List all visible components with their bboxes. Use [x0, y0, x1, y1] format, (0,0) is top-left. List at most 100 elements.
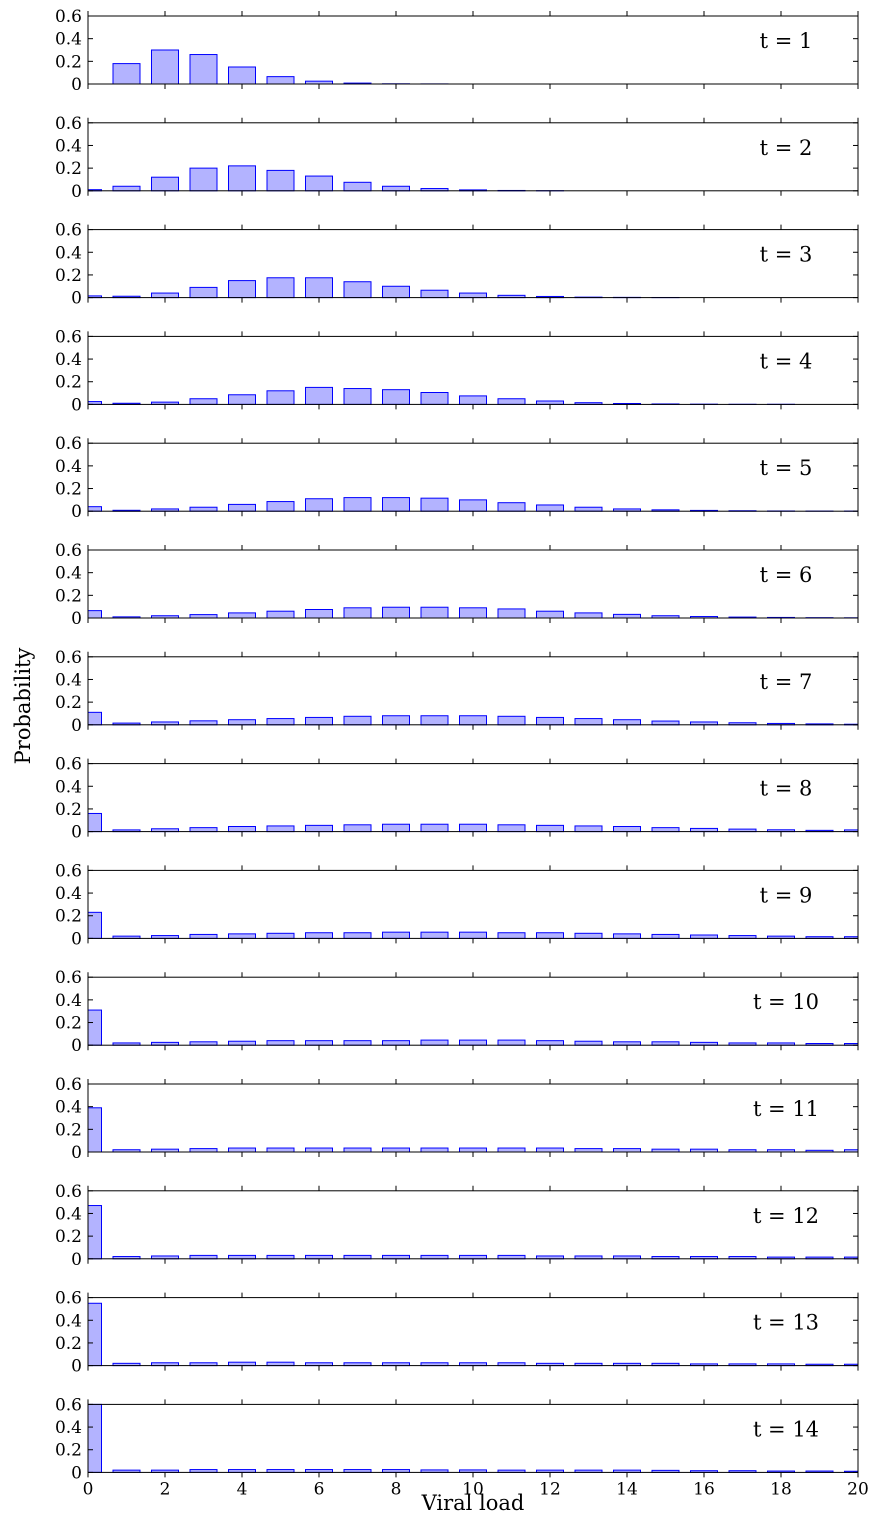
- bar: [613, 1041, 641, 1046]
- panel-frame: [87, 656, 859, 726]
- bar: [87, 711, 102, 726]
- bar: [574, 506, 603, 512]
- panel-frame: [87, 1403, 859, 1473]
- x-tick-label: 10: [462, 1479, 484, 1499]
- bar: [228, 503, 256, 512]
- y-tick-label: 0.4: [55, 136, 82, 156]
- bar: [420, 715, 449, 726]
- panel-8: 0 0.2 0.40.6 t = 8: [55, 755, 859, 843]
- bar: [228, 1147, 256, 1153]
- bar: [266, 76, 295, 85]
- y-tick-label: 0.4: [55, 1418, 82, 1438]
- bar: [613, 826, 641, 833]
- y-tick-label: 0.4: [55, 350, 82, 370]
- y-tick-label: 0.2: [55, 1227, 82, 1247]
- bar: [266, 1147, 295, 1153]
- x-axis-title: Viral load: [421, 1491, 525, 1515]
- y-tick-label: 0.4: [55, 1311, 82, 1331]
- x-tick-label: 12: [539, 1479, 561, 1499]
- bar: [613, 719, 641, 726]
- y-tick-label: 0.2: [55, 907, 82, 927]
- bar: [382, 285, 410, 299]
- y-tick-label: 0.2: [55, 52, 82, 72]
- x-tick-label: 14: [616, 1479, 638, 1499]
- y-tick-label: 0: [71, 289, 82, 309]
- bar: [536, 1147, 564, 1153]
- y-tick-label: 0: [71, 609, 82, 629]
- bar: [151, 176, 179, 192]
- bar: [459, 499, 487, 512]
- y-tick-label: 0.6: [55, 114, 82, 134]
- bar: [228, 66, 256, 85]
- bar: [228, 165, 256, 192]
- y-tick-label: 0: [71, 182, 82, 202]
- bar: [459, 292, 487, 299]
- bar: [497, 608, 526, 619]
- y-tick-label: 0.2: [55, 693, 82, 713]
- panel-frame: [87, 763, 859, 833]
- bar: [343, 824, 372, 833]
- bar: [189, 720, 218, 726]
- y-tick-label: 0.2: [55, 1334, 82, 1354]
- bar: [536, 932, 564, 939]
- bar: [112, 185, 141, 192]
- bar: [420, 931, 449, 939]
- bar: [343, 181, 372, 192]
- y-tick-label: 0.6: [55, 434, 82, 454]
- panel-label: t = 6: [760, 563, 813, 587]
- panel-label: t = 13: [753, 1311, 819, 1335]
- bar: [87, 1107, 102, 1153]
- bar: [497, 824, 526, 833]
- shared-x-axis: 0 2 4 6 8 10 12 14 16 18 20: [83, 1479, 869, 1499]
- panel-label: t = 2: [760, 136, 813, 160]
- y-tick-label: 0.2: [55, 586, 82, 606]
- y-tick-label: 0: [71, 823, 82, 843]
- bar: [343, 715, 372, 726]
- panel-1: 0 0.20.4 0.6 t = 1: [55, 7, 859, 95]
- bar: [497, 932, 526, 939]
- bar: [536, 610, 564, 619]
- panel-label: t = 8: [760, 777, 813, 801]
- bar: [651, 1041, 680, 1046]
- bar: [228, 394, 256, 405]
- y-tick-label: 0.6: [55, 1075, 82, 1095]
- bar: [382, 715, 410, 726]
- bar: [266, 932, 295, 939]
- x-tick-label: 6: [314, 1479, 325, 1499]
- panel-14: 00.2 0.4 0.6 t = 14: [55, 1395, 859, 1483]
- y-tick-label: 0: [71, 395, 82, 415]
- y-tick-label: 0.6: [55, 541, 82, 561]
- bar: [87, 1302, 102, 1367]
- bar: [382, 389, 410, 405]
- y-tick-label: 0.2: [55, 159, 82, 179]
- y-tick-label: 0.4: [55, 1098, 82, 1118]
- panel-10: 00.2 0.4 0.6 t = 10: [55, 968, 859, 1056]
- bar: [536, 716, 564, 726]
- bar: [382, 1147, 410, 1153]
- panel-11: 0 0.20.4 0.6 t = 11: [55, 1075, 859, 1163]
- y-tick-label: 0.4: [55, 30, 82, 50]
- bar: [497, 715, 526, 726]
- bar: [305, 175, 333, 192]
- bar: [420, 497, 449, 512]
- bar: [266, 1361, 295, 1367]
- y-tick-label: 0.4: [55, 670, 82, 690]
- bar: [189, 167, 218, 192]
- y-tick-label: 0: [71, 75, 82, 95]
- bar: [266, 1254, 295, 1260]
- y-tick-label: 0: [71, 1463, 82, 1483]
- bar: [189, 1148, 218, 1153]
- bar: [536, 1040, 564, 1046]
- panel-label: t = 5: [760, 456, 813, 480]
- bar: [87, 812, 102, 833]
- bar: [382, 185, 410, 192]
- bar: [420, 606, 449, 619]
- bar: [305, 386, 333, 405]
- bar: [343, 932, 372, 939]
- bar: [305, 932, 333, 939]
- bar: [690, 934, 718, 939]
- bar: [420, 392, 449, 405]
- bar: [266, 277, 295, 299]
- bar: [189, 933, 218, 939]
- bar: [613, 1148, 641, 1153]
